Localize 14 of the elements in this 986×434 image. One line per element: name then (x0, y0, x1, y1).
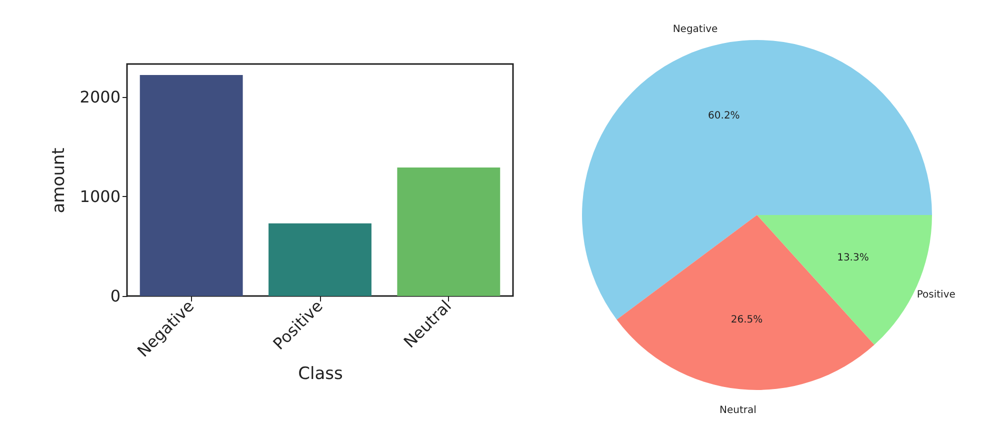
y-axis-title: amount (48, 147, 69, 214)
bar (268, 223, 372, 296)
slice-label: Negative (672, 24, 718, 35)
y-tick-label: 0 (110, 286, 120, 306)
x-axis-title: Class (298, 364, 343, 384)
y-tick-label: 2000 (80, 87, 120, 106)
data-label: 60.2% (708, 110, 740, 122)
slice-label: Neutral (719, 405, 756, 416)
data-label: 13.3% (837, 252, 869, 264)
bar (397, 168, 500, 296)
pie-slice (616, 215, 874, 390)
y-tick-label: 1000 (80, 186, 120, 206)
data-label: 26.5% (730, 314, 763, 326)
bar (140, 74, 243, 296)
